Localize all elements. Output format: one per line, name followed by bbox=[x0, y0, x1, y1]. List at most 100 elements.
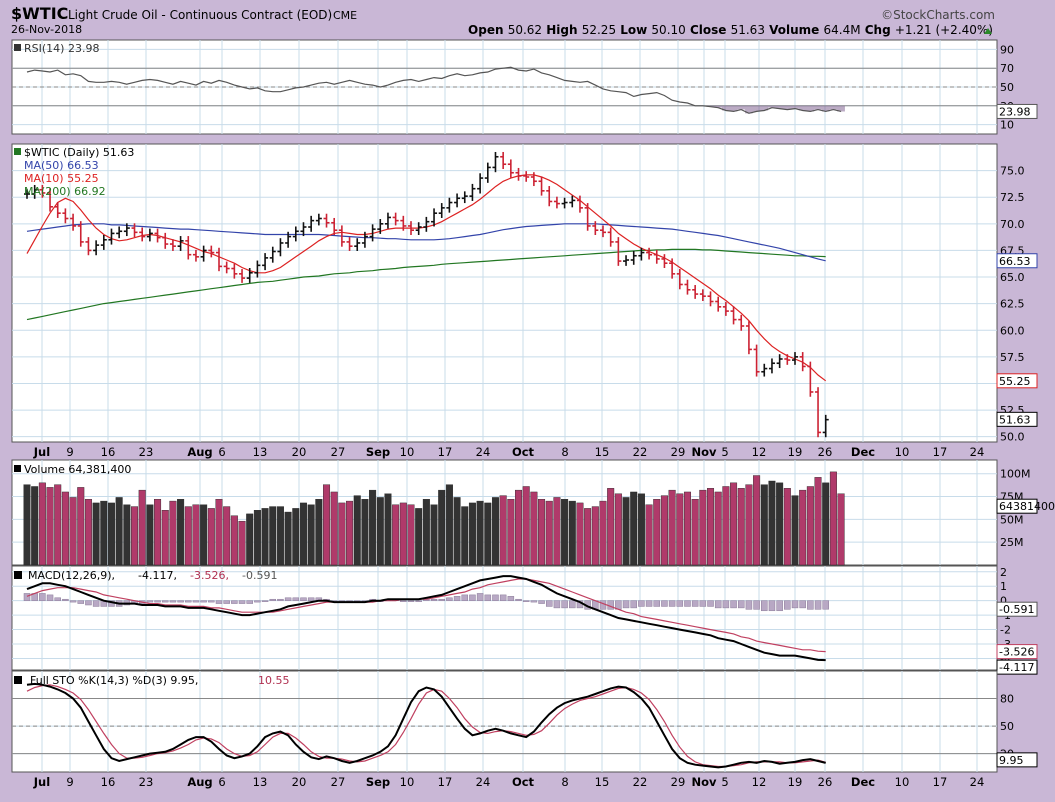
price-bar bbox=[223, 261, 230, 274]
sto-legend-item: Full STO %K(14,3) %D(3) 9.95, bbox=[30, 674, 198, 687]
volume-bar bbox=[92, 502, 100, 566]
macd-plot-area bbox=[11, 565, 998, 671]
macd-hist-bar bbox=[231, 600, 238, 604]
volume-bar bbox=[123, 504, 131, 566]
x-axis-label: 16 bbox=[101, 775, 116, 789]
price-bar bbox=[323, 213, 330, 228]
volume-bar bbox=[246, 513, 254, 566]
volume-bar bbox=[484, 502, 492, 566]
macd-hist-bar bbox=[246, 600, 253, 604]
macd-hist-bar bbox=[39, 593, 46, 601]
macd-hist-bar bbox=[400, 600, 407, 602]
volume-bar bbox=[184, 506, 192, 566]
macd-hist-bar bbox=[154, 600, 161, 603]
volume-bar bbox=[576, 502, 584, 566]
x-axis-label: 24 bbox=[970, 445, 985, 459]
x-axis-label: Aug bbox=[187, 775, 212, 789]
macd-legend-item: -3.526, bbox=[190, 569, 229, 582]
volume-bar bbox=[768, 480, 776, 566]
macd-hist-bar bbox=[799, 600, 806, 609]
volume-bar bbox=[476, 500, 484, 566]
x-axis-label: 27 bbox=[331, 775, 346, 789]
x-axis-label: 22 bbox=[633, 775, 648, 789]
macd-hist-bar bbox=[768, 600, 776, 612]
x-axis-label: 22 bbox=[633, 445, 648, 459]
macd-hist-bar bbox=[499, 594, 507, 601]
macd-line bbox=[26, 575, 826, 662]
rsi-line bbox=[26, 66, 842, 114]
volume-bar bbox=[714, 491, 722, 566]
volume-bar bbox=[453, 497, 461, 566]
macd-hist-bar bbox=[492, 594, 499, 601]
volume-bar bbox=[169, 500, 177, 566]
volume-bar bbox=[69, 497, 77, 566]
macd-hist-bar bbox=[676, 600, 684, 607]
volume-bar bbox=[522, 486, 530, 566]
macd-hist-bar bbox=[46, 594, 54, 601]
volume-bar bbox=[138, 489, 146, 566]
price-bar bbox=[822, 414, 829, 438]
symbol: $WTIC bbox=[11, 4, 68, 23]
volume-bar bbox=[200, 504, 208, 566]
macd-legend-item: MACD(12,26,9), bbox=[28, 569, 115, 582]
price-bar bbox=[100, 234, 107, 250]
price-legend-item: MA(10) 55.25 bbox=[24, 172, 99, 185]
volume-legend-item: Volume 64,381,400 bbox=[24, 463, 131, 476]
volume-bar bbox=[430, 504, 438, 566]
volume-bar bbox=[683, 491, 691, 566]
price-bar bbox=[108, 228, 115, 245]
x-axis-label: 19 bbox=[788, 445, 803, 459]
volume-bar bbox=[791, 495, 799, 566]
macd-hist-bar bbox=[300, 597, 307, 601]
brand-logo[interactable]: ©StockCharts.com bbox=[881, 8, 995, 22]
macd-hist-bar bbox=[737, 600, 745, 609]
macd-hist-bar bbox=[177, 600, 184, 603]
price-bar bbox=[753, 344, 760, 377]
price-bar bbox=[684, 279, 691, 295]
rsi-legend-item: RSI(14) 23.98 bbox=[24, 42, 99, 55]
volume-bar bbox=[384, 493, 392, 566]
volume-bar bbox=[507, 499, 515, 566]
price-bar bbox=[722, 302, 729, 316]
volume-bar bbox=[238, 520, 246, 566]
macd-hist-bar bbox=[69, 600, 77, 603]
volume-bar bbox=[361, 499, 369, 566]
volume-bar bbox=[315, 499, 323, 566]
price-bar bbox=[454, 193, 461, 208]
price-bar bbox=[538, 176, 545, 196]
price-bar bbox=[331, 217, 338, 235]
price-bar bbox=[661, 254, 668, 268]
price-bar bbox=[162, 232, 169, 249]
volume-bar bbox=[622, 497, 630, 566]
x-axis-label: 19 bbox=[788, 775, 803, 789]
price-bar bbox=[300, 222, 307, 237]
price-bar bbox=[408, 221, 414, 235]
volume-bar bbox=[645, 504, 653, 566]
macd-hist-bar bbox=[146, 600, 154, 603]
macd-hist-bar bbox=[684, 600, 691, 607]
price-bar bbox=[615, 237, 622, 266]
price-bar bbox=[745, 321, 752, 355]
macd-legend-swatch bbox=[14, 571, 22, 579]
price-bar bbox=[715, 296, 722, 312]
volume-bar bbox=[84, 499, 92, 566]
macd-hist-bar bbox=[469, 594, 476, 601]
macd-hist-bar bbox=[77, 600, 85, 604]
volume-bar bbox=[146, 504, 154, 566]
macd-hist-bar bbox=[507, 596, 515, 601]
price-bar bbox=[431, 208, 438, 227]
macd-y-tick-label: 2 bbox=[1000, 566, 1007, 579]
price-bar bbox=[369, 224, 376, 242]
price-y-tick-label: 57.5 bbox=[1000, 351, 1025, 364]
volume-bar bbox=[699, 489, 707, 566]
price-ma10-value-tag bbox=[996, 373, 1038, 389]
macd-hist-bar bbox=[446, 597, 453, 601]
price-bar bbox=[231, 263, 238, 279]
macd-value-value-tag-label: -4.117 bbox=[999, 661, 1034, 674]
macd-panel: 210-1-2-3-4MACD(12,26,9),-4.117,-3.526,-… bbox=[11, 565, 1038, 675]
x-axis-label: Nov bbox=[691, 775, 717, 789]
x-axis-label: 17 bbox=[933, 775, 948, 789]
price-legend-item: MA(200) 66.92 bbox=[24, 185, 106, 198]
price-y-tick-label: 72.5 bbox=[1000, 191, 1025, 204]
